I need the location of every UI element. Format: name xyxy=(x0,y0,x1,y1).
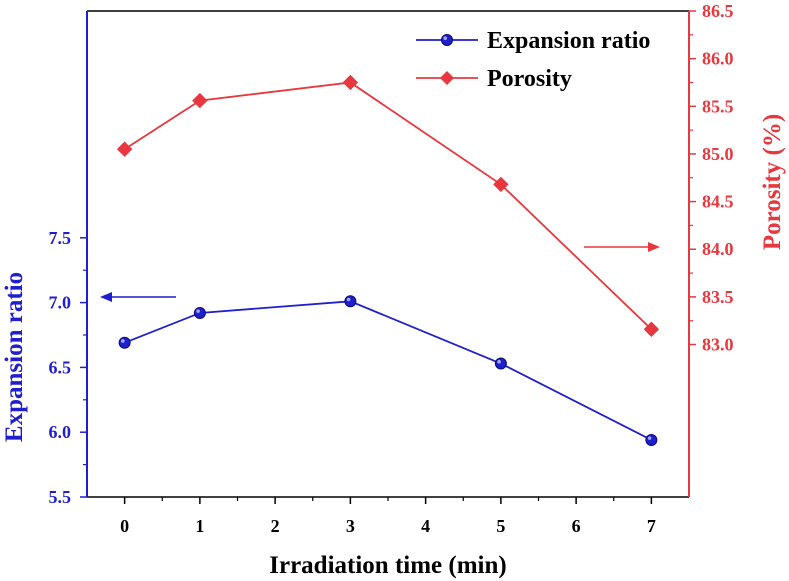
x-tick-label: 3 xyxy=(346,516,355,536)
expansion-ratio-point-highlight xyxy=(346,297,351,302)
porosity-point xyxy=(116,141,133,157)
left-axis-arrow-head xyxy=(100,292,112,302)
expansion-ratio-point xyxy=(494,357,507,370)
x-tick-label: 2 xyxy=(271,516,280,536)
expansion-ratio-point-highlight xyxy=(497,359,501,364)
x-tick-label: 7 xyxy=(647,516,656,536)
right-tick-label: 84.0 xyxy=(702,239,734,259)
expansion-ratio-point xyxy=(118,336,131,349)
right-tick-label: 86.5 xyxy=(702,1,734,21)
x-tick-label: 1 xyxy=(195,516,204,536)
x-axis-title: Irradiation time (min) xyxy=(269,552,506,579)
left-tick-label: 7.0 xyxy=(49,293,72,313)
right-tick-label: 85.0 xyxy=(702,144,734,164)
legend-marker-circle xyxy=(441,34,453,46)
x-tick-label: 6 xyxy=(572,516,581,536)
right-axis-title: Porosity (%) xyxy=(759,114,786,250)
legend-marker-highlight xyxy=(443,36,448,40)
legend-label-expansion-ratio: Expansion ratio xyxy=(487,28,650,54)
right-tick-label: 86.0 xyxy=(702,49,734,69)
x-tick-label: 4 xyxy=(421,516,430,536)
series-line-porosity xyxy=(124,81,652,330)
right-tick-label: 83.0 xyxy=(702,335,734,355)
right-axis-arrow-head xyxy=(648,242,660,252)
right-tick-label: 83.5 xyxy=(702,287,734,307)
x-tick-label: 0 xyxy=(120,516,129,536)
x-tick-label: 5 xyxy=(496,516,505,536)
porosity-point xyxy=(342,74,359,91)
left-tick-label: 5.5 xyxy=(49,487,72,507)
porosity-point xyxy=(643,321,660,337)
legend-marker-diamond xyxy=(440,71,454,85)
expansion-ratio-point-highlight xyxy=(121,339,125,343)
left-axis-title: Expansion ratio xyxy=(1,272,28,442)
right-tick-label: 85.5 xyxy=(702,96,734,116)
left-tick-label: 7.5 xyxy=(49,228,72,248)
expansion-ratio-point-highlight xyxy=(647,436,652,440)
left-tick-label: 6.0 xyxy=(49,422,72,442)
legend-label-porosity: Porosity xyxy=(487,66,572,92)
right-tick-label: 84.5 xyxy=(702,192,734,212)
expansion-ratio-point-highlight xyxy=(196,309,200,313)
left-tick-label: 6.5 xyxy=(49,357,72,377)
porosity-point xyxy=(192,92,208,109)
expansion-ratio-point xyxy=(344,295,357,308)
expansion-ratio-point xyxy=(193,306,206,319)
series-line-expansion-ratio xyxy=(124,300,652,441)
porosity-point xyxy=(493,176,509,193)
expansion-ratio-point xyxy=(645,433,658,446)
